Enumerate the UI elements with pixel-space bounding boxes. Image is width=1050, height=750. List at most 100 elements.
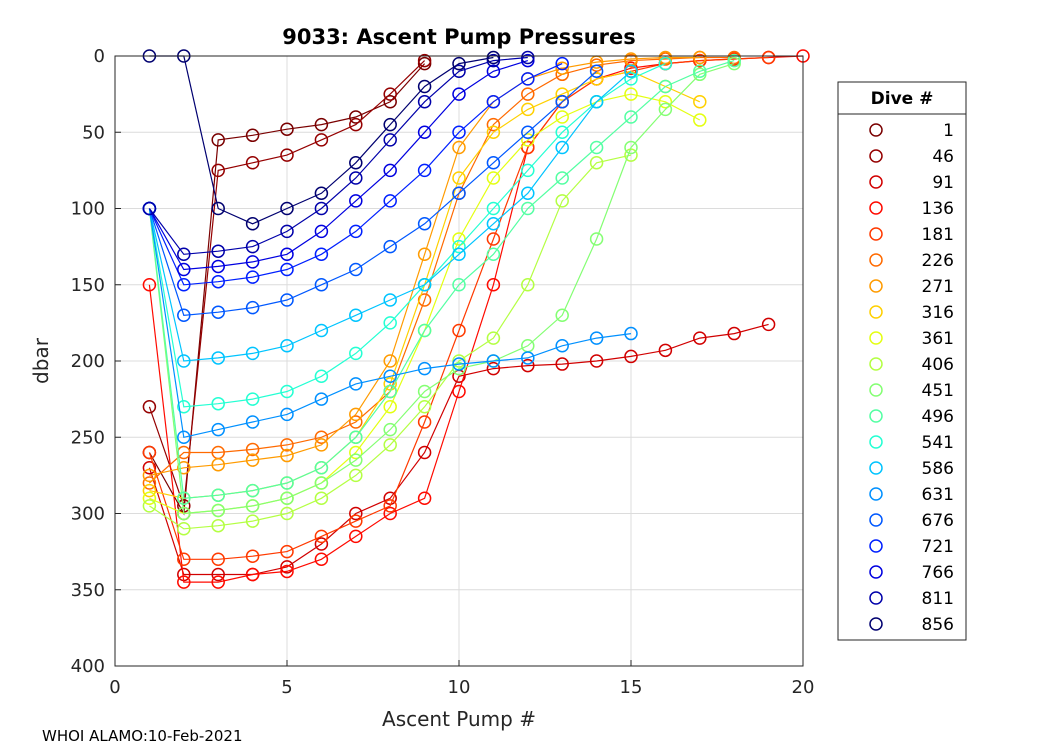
data-point xyxy=(589,72,604,86)
data-point xyxy=(383,400,397,414)
data-point xyxy=(383,422,397,437)
data-point xyxy=(417,125,432,139)
data-point xyxy=(349,117,363,132)
data-point xyxy=(383,384,397,399)
data-point xyxy=(521,358,535,373)
x-tick-label: 20 xyxy=(792,677,815,698)
legend-entry: 541 xyxy=(869,433,954,453)
legend-marker xyxy=(869,513,883,527)
data-point xyxy=(211,201,225,216)
x-tick-label: 0 xyxy=(109,677,120,698)
legend-label: 811 xyxy=(922,589,954,609)
series-line xyxy=(148,208,632,439)
series-layer xyxy=(142,49,810,589)
data-point xyxy=(452,232,466,246)
data-point xyxy=(555,61,569,75)
data-point xyxy=(314,133,329,147)
data-point xyxy=(486,117,501,132)
data-point xyxy=(486,331,501,345)
data-point xyxy=(383,438,397,452)
series-811 xyxy=(142,50,535,261)
data-point xyxy=(693,95,707,109)
legend-label: 541 xyxy=(922,433,954,453)
data-point xyxy=(555,357,569,371)
data-point xyxy=(314,369,329,383)
x-tick-label: 15 xyxy=(620,677,643,698)
legend-marker xyxy=(869,487,883,501)
data-point xyxy=(349,453,363,467)
legend-marker xyxy=(869,357,883,371)
data-point xyxy=(314,392,329,406)
legend-label: 1 xyxy=(943,121,954,141)
data-point xyxy=(280,544,294,559)
data-point xyxy=(211,488,225,502)
data-point xyxy=(314,430,329,444)
legend-marker xyxy=(869,539,883,553)
data-point xyxy=(280,407,294,422)
data-point xyxy=(142,491,157,505)
data-point xyxy=(280,491,294,505)
data-point xyxy=(142,445,157,460)
data-point xyxy=(383,499,397,513)
data-point xyxy=(245,415,260,429)
data-point xyxy=(245,514,260,528)
series-721 xyxy=(142,56,569,292)
data-point xyxy=(417,163,432,178)
data-point xyxy=(383,117,397,132)
x-tick-labels: 0 5 10 15 20 xyxy=(109,677,814,698)
series-line xyxy=(149,56,700,476)
data-point xyxy=(349,468,363,483)
data-point xyxy=(555,339,569,353)
series-line xyxy=(148,63,563,286)
data-point xyxy=(383,316,397,330)
legend-marker xyxy=(869,227,883,241)
data-point xyxy=(245,453,260,467)
legend-marker xyxy=(869,305,883,319)
data-point xyxy=(452,357,466,371)
data-point xyxy=(280,247,294,261)
data-point xyxy=(349,430,363,444)
data-point xyxy=(211,503,225,518)
legend-marker xyxy=(869,253,883,267)
data-point xyxy=(486,247,501,261)
data-point xyxy=(417,384,432,399)
data-point xyxy=(452,278,466,292)
data-point xyxy=(280,293,294,307)
y-axis-label: dbar xyxy=(29,337,53,384)
data-point xyxy=(521,278,535,292)
data-point xyxy=(383,133,397,147)
data-point xyxy=(624,349,638,364)
data-point xyxy=(280,122,294,136)
data-point xyxy=(383,87,397,101)
data-point xyxy=(589,331,604,345)
series-line xyxy=(148,60,426,507)
data-point xyxy=(245,346,260,361)
data-point xyxy=(658,50,673,65)
legend-entry: 361 xyxy=(869,329,954,349)
data-point xyxy=(280,224,294,239)
data-point xyxy=(521,87,535,101)
data-point xyxy=(142,400,157,414)
data-point xyxy=(142,483,157,498)
series-line xyxy=(148,70,632,362)
legend-label: 226 xyxy=(922,251,954,271)
data-point xyxy=(314,224,329,239)
data-point xyxy=(658,95,673,109)
data-point xyxy=(521,50,535,65)
data-point xyxy=(245,442,260,457)
data-point xyxy=(314,537,329,551)
data-point xyxy=(589,156,604,170)
data-point xyxy=(658,56,673,71)
data-point xyxy=(177,522,191,536)
data-point xyxy=(349,224,363,239)
legend-label: 181 xyxy=(922,225,954,245)
data-point xyxy=(314,201,329,216)
data-point xyxy=(280,262,294,277)
data-point xyxy=(417,53,432,68)
footer-stamp: WHOI ALAMO:10-Feb-2021 xyxy=(42,727,243,745)
data-point xyxy=(177,491,191,505)
data-point xyxy=(589,64,604,78)
data-point xyxy=(280,560,294,574)
data-point xyxy=(452,186,466,200)
x-tick-label: 5 xyxy=(281,677,292,698)
